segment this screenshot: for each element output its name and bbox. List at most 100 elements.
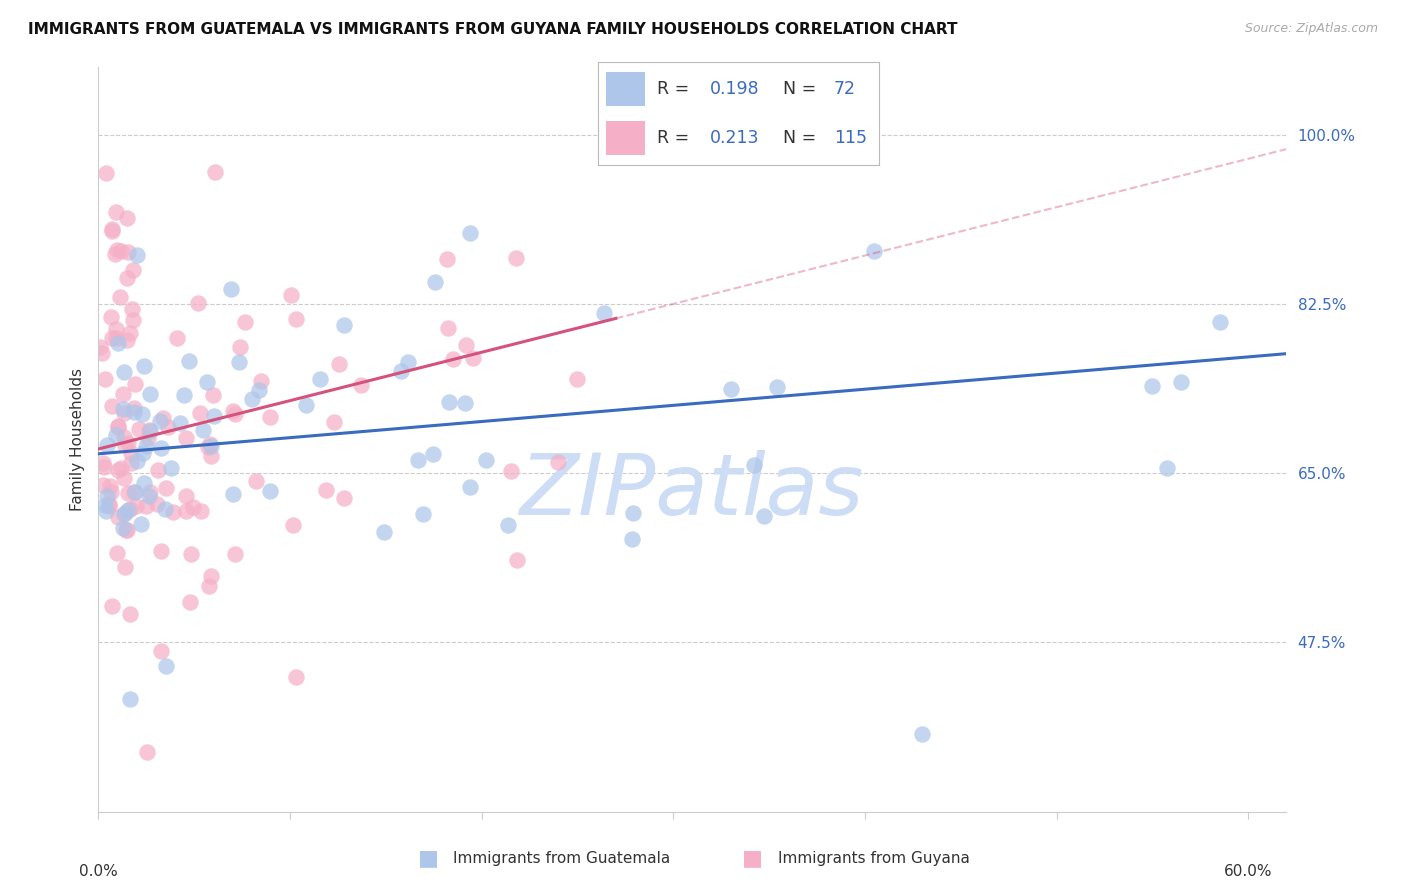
Point <box>124 376 146 391</box>
Point <box>200 449 222 463</box>
Point <box>139 425 162 439</box>
Point <box>441 351 464 366</box>
Text: 0.213: 0.213 <box>710 128 759 147</box>
Point <box>180 547 202 561</box>
Point <box>309 372 332 386</box>
Point <box>100 331 122 345</box>
Point <box>94 166 117 180</box>
Point <box>350 378 373 392</box>
Point <box>94 371 117 385</box>
Point <box>436 252 458 266</box>
FancyBboxPatch shape <box>606 71 645 105</box>
Point <box>112 365 135 379</box>
Point <box>124 484 146 499</box>
Point <box>437 321 460 335</box>
Point <box>166 331 188 345</box>
Point <box>115 523 138 537</box>
Point <box>284 670 307 684</box>
Text: R =: R = <box>657 128 695 147</box>
Text: ■: ■ <box>742 848 762 868</box>
Point <box>422 447 444 461</box>
Point <box>94 504 117 518</box>
Point <box>720 382 742 396</box>
Text: Immigrants from Guatemala: Immigrants from Guatemala <box>453 851 671 865</box>
Point <box>1170 375 1192 389</box>
Point <box>122 263 145 277</box>
Point <box>328 357 350 371</box>
Point <box>105 322 128 336</box>
Point <box>295 398 318 412</box>
Point <box>112 406 135 420</box>
Point <box>593 306 616 320</box>
Point <box>115 523 138 537</box>
Point <box>139 485 162 500</box>
Point <box>621 506 644 520</box>
Point <box>204 165 226 179</box>
Point <box>200 439 222 453</box>
Point <box>107 463 129 477</box>
Point <box>191 423 214 437</box>
Point <box>547 455 569 469</box>
Point <box>173 388 195 402</box>
Point <box>117 244 139 259</box>
Point <box>138 431 160 445</box>
Point <box>105 428 128 442</box>
Point <box>114 438 136 452</box>
Point <box>501 464 523 478</box>
FancyBboxPatch shape <box>606 121 645 155</box>
Point <box>98 478 121 492</box>
Point <box>131 408 153 422</box>
Point <box>911 727 934 741</box>
Point <box>117 486 139 500</box>
Point <box>118 692 141 706</box>
Point <box>110 461 132 475</box>
Point <box>111 521 134 535</box>
Point <box>423 275 446 289</box>
Point <box>333 491 356 505</box>
Point <box>104 205 127 219</box>
Point <box>460 480 482 494</box>
Point <box>162 505 184 519</box>
Point <box>456 338 478 352</box>
Point <box>101 599 124 613</box>
Point <box>567 372 589 386</box>
Point <box>169 416 191 430</box>
Point <box>138 490 160 504</box>
Point <box>155 659 177 673</box>
Text: 72: 72 <box>834 79 856 97</box>
Point <box>496 517 519 532</box>
Point <box>224 547 246 561</box>
Point <box>122 401 145 415</box>
Point <box>412 507 434 521</box>
Point <box>112 507 135 521</box>
Point <box>621 532 644 546</box>
Text: R =: R = <box>657 79 695 97</box>
Point <box>96 438 118 452</box>
Point <box>333 318 356 332</box>
Point <box>100 485 122 500</box>
Point <box>1156 460 1178 475</box>
Point <box>122 485 145 500</box>
Text: 115: 115 <box>834 128 866 147</box>
Point <box>115 211 138 225</box>
Point <box>107 419 129 434</box>
Point <box>202 409 225 423</box>
Point <box>198 579 221 593</box>
Point <box>240 392 263 406</box>
Point <box>315 483 337 498</box>
Point <box>89 340 111 354</box>
Point <box>259 410 281 425</box>
Point <box>107 509 129 524</box>
Point <box>197 440 219 454</box>
Point <box>280 287 302 301</box>
Point <box>118 502 141 516</box>
Point <box>93 459 115 474</box>
Point <box>108 290 131 304</box>
Point <box>139 387 162 401</box>
Point <box>188 406 211 420</box>
Point <box>505 251 527 265</box>
Point <box>129 516 152 531</box>
Point <box>132 445 155 459</box>
Point <box>160 461 183 475</box>
Point <box>179 595 201 609</box>
